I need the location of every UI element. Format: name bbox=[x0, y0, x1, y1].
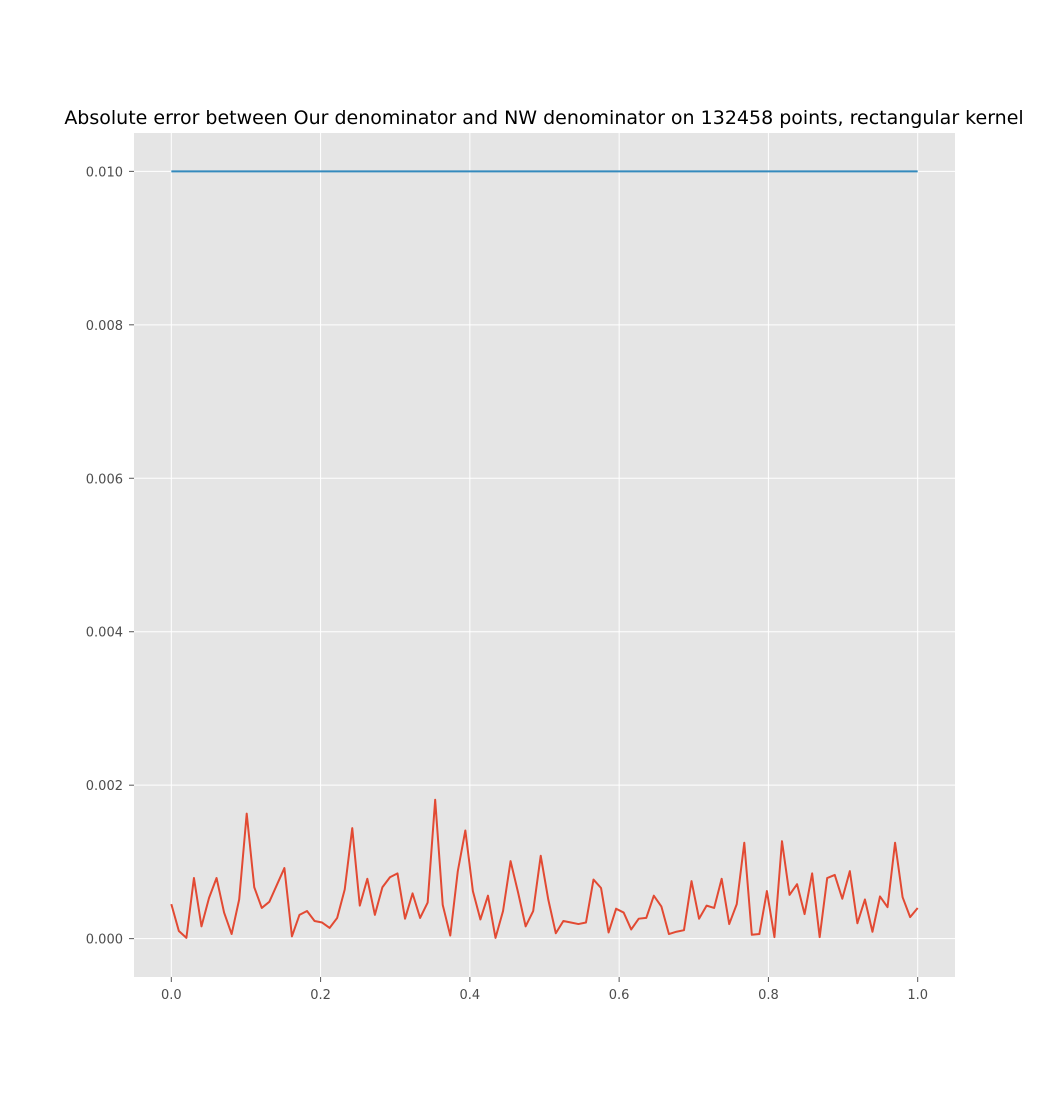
y-tick-label: 0.000 bbox=[86, 933, 123, 948]
x-tick-label: 0.0 bbox=[161, 988, 182, 1003]
x-tick-label: 0.6 bbox=[609, 988, 630, 1003]
y-tick-label: 0.010 bbox=[86, 165, 123, 180]
y-tick-label: 0.002 bbox=[86, 779, 123, 794]
plot-area bbox=[134, 133, 955, 977]
y-tick-label: 0.006 bbox=[86, 472, 123, 487]
y-tick-label: 0.004 bbox=[86, 626, 123, 641]
x-tick-label: 0.8 bbox=[758, 988, 779, 1003]
series-layer bbox=[170, 170, 919, 939]
axes: 0.0 0.2 0.4 0.6 0.8 1.0 0.000 0.002 0.004 0.006 0.… bbox=[86, 165, 928, 1003]
x-tick-label: 0.4 bbox=[460, 988, 481, 1003]
x-tick-label: 1.0 bbox=[907, 988, 928, 1003]
chart-title: Absolute error between Our denominator a… bbox=[64, 107, 1023, 129]
y-tick-label: 0.008 bbox=[86, 319, 123, 334]
series-line-1 bbox=[170, 798, 919, 939]
x-tick-label: 0.2 bbox=[310, 988, 331, 1003]
